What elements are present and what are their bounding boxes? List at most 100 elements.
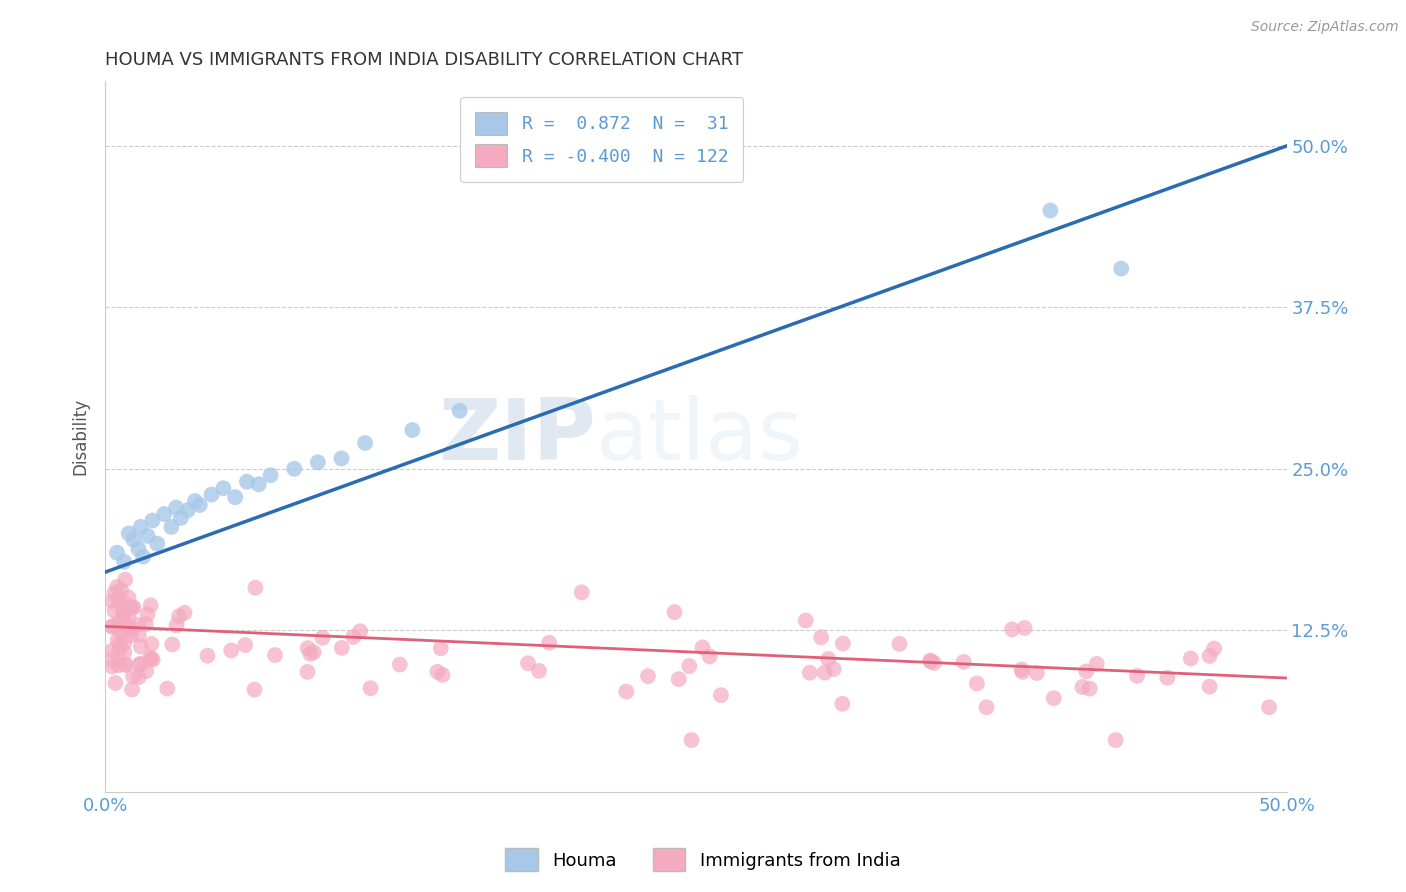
Point — [219, 643, 242, 657]
Point — [200, 488, 222, 502]
Point — [107, 615, 129, 630]
Point — [101, 659, 124, 673]
Point — [136, 607, 159, 622]
Point — [166, 618, 188, 632]
Point — [1001, 623, 1024, 637]
Point — [122, 533, 145, 547]
Point — [132, 549, 155, 564]
Point — [699, 649, 721, 664]
Point — [101, 643, 124, 657]
Point — [122, 600, 145, 615]
Point — [212, 481, 235, 495]
Point — [330, 640, 353, 655]
Point — [128, 628, 150, 642]
Point — [114, 597, 136, 611]
Point — [108, 637, 131, 651]
Point — [156, 681, 179, 696]
Point — [922, 656, 945, 670]
Point — [831, 697, 853, 711]
Point — [976, 700, 998, 714]
Point — [111, 605, 134, 619]
Point — [236, 475, 259, 489]
Point — [142, 652, 165, 666]
Point — [243, 682, 266, 697]
Point — [810, 630, 832, 644]
Point — [517, 657, 540, 671]
Point — [527, 664, 550, 678]
Point — [831, 636, 853, 650]
Point — [118, 623, 141, 637]
Point — [121, 600, 143, 615]
Point — [432, 668, 454, 682]
Point — [426, 665, 449, 679]
Point — [165, 500, 187, 515]
Point — [108, 624, 131, 639]
Point — [1258, 700, 1281, 714]
Point — [360, 681, 382, 696]
Point — [966, 676, 988, 690]
Y-axis label: Disability: Disability — [72, 398, 89, 475]
Point — [146, 537, 169, 551]
Point — [920, 654, 942, 668]
Point — [1105, 733, 1128, 747]
Point — [1078, 681, 1101, 696]
Point — [108, 643, 131, 657]
Point — [117, 608, 139, 623]
Point — [135, 616, 157, 631]
Point — [1076, 665, 1098, 679]
Point — [920, 654, 942, 668]
Point — [1204, 641, 1226, 656]
Point — [101, 653, 124, 667]
Point — [259, 468, 281, 483]
Point — [118, 526, 141, 541]
Text: Source: ZipAtlas.com: Source: ZipAtlas.com — [1251, 20, 1399, 34]
Point — [614, 684, 637, 698]
Point — [197, 648, 219, 663]
Point — [668, 672, 690, 686]
Point — [538, 636, 561, 650]
Point — [112, 645, 135, 659]
Text: ZIP: ZIP — [437, 395, 596, 478]
Point — [103, 586, 125, 600]
Point — [127, 541, 149, 556]
Point — [814, 665, 837, 680]
Point — [1042, 691, 1064, 706]
Point — [141, 637, 163, 651]
Point — [120, 620, 142, 634]
Point — [128, 657, 150, 671]
Legend: Houma, Immigrants from India: Houma, Immigrants from India — [498, 841, 908, 879]
Point — [823, 662, 845, 676]
Point — [1109, 261, 1132, 276]
Point — [224, 490, 246, 504]
Point — [110, 582, 132, 597]
Point — [188, 498, 211, 512]
Point — [114, 606, 136, 620]
Point — [401, 423, 423, 437]
Point — [1156, 671, 1178, 685]
Point — [1198, 648, 1220, 663]
Point — [681, 733, 703, 747]
Point — [112, 636, 135, 650]
Point — [637, 669, 659, 683]
Point — [114, 622, 136, 636]
Point — [153, 507, 176, 521]
Point — [160, 520, 183, 534]
Point — [571, 585, 593, 599]
Point — [952, 655, 974, 669]
Point — [664, 605, 686, 619]
Point — [889, 637, 911, 651]
Point — [449, 403, 471, 417]
Point — [105, 546, 128, 560]
Point — [330, 451, 353, 466]
Point — [245, 581, 267, 595]
Point — [1025, 665, 1047, 680]
Point — [349, 624, 371, 639]
Point — [354, 436, 377, 450]
Point — [307, 455, 329, 469]
Point — [114, 573, 136, 587]
Point — [283, 462, 305, 476]
Legend: R =  0.872  N =  31, R = -0.400  N = 122: R = 0.872 N = 31, R = -0.400 N = 122 — [460, 97, 742, 182]
Point — [101, 619, 124, 633]
Point — [173, 606, 195, 620]
Point — [105, 580, 128, 594]
